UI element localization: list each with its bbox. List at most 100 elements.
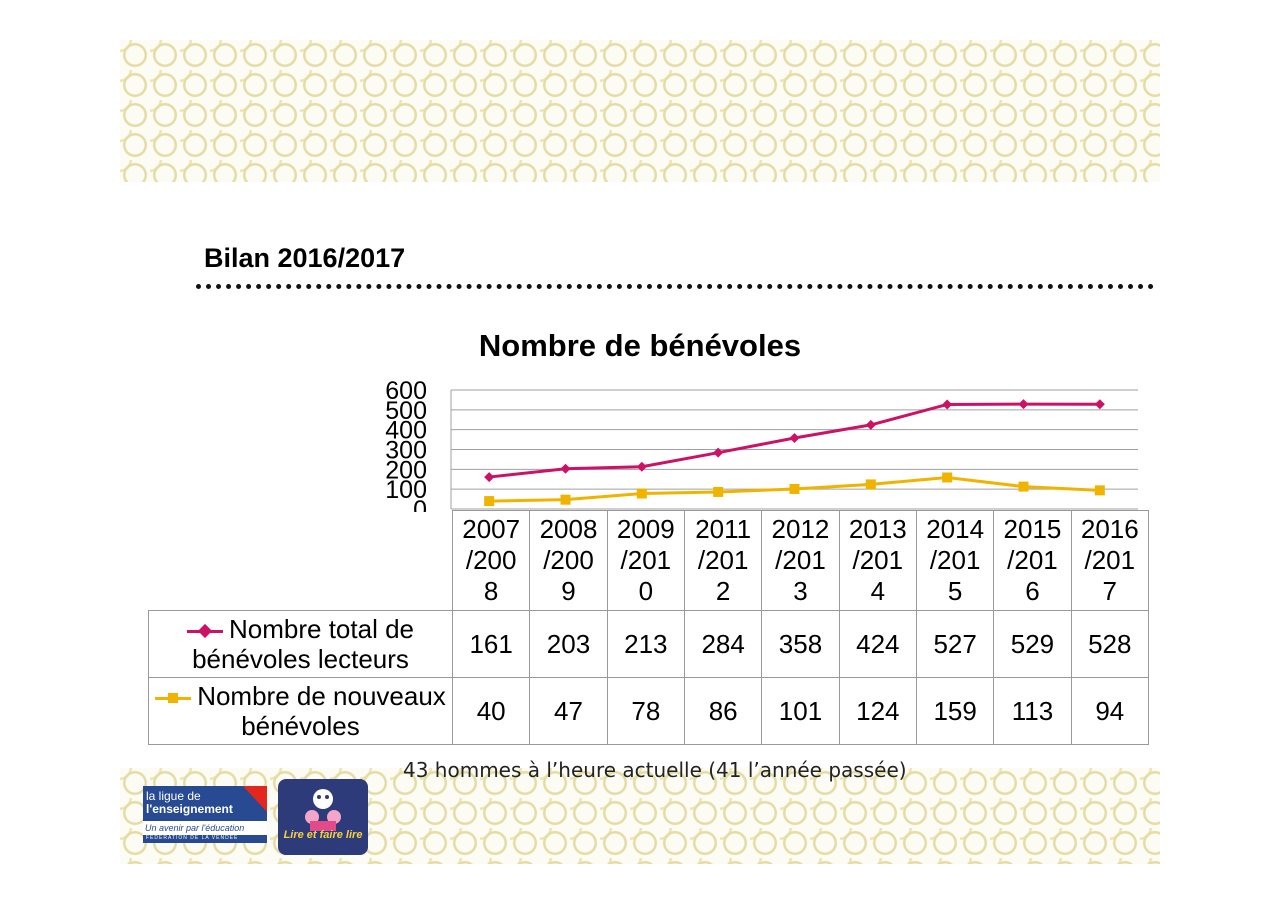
data-point [1094, 485, 1105, 496]
data-label: 528 [1070, 610, 1149, 678]
series-row: Nombre de nouveaux bénévoles 40 47 78 86 101 1… [148, 677, 1149, 745]
category-label-part: 9 [561, 576, 576, 606]
category-header: 2009/201 0 [606, 510, 685, 611]
data-label: 86 [683, 677, 763, 745]
data-label: 113 [993, 677, 1072, 745]
category-label-part: /201 [620, 545, 672, 575]
category-label-part: /200 [543, 545, 594, 575]
y-tick-label: 300 [385, 437, 427, 465]
category-header: 2012/201 3 [761, 510, 840, 611]
table-corner [149, 511, 453, 611]
category-header-row: 2007/200 8 2008/200 9 2009/201 0 2011/201 2 2012… [149, 510, 1149, 611]
category-label-part: 0 [638, 576, 654, 606]
logo-federation: FÉDÉRATION DE LA VENDÉE [146, 835, 239, 841]
data-label: 124 [838, 677, 917, 745]
square-marker-icon [155, 692, 192, 704]
data-label: 284 [683, 610, 763, 678]
data-point [1018, 481, 1029, 492]
data-point [1094, 399, 1105, 410]
category-header: 2016/201 7 [1070, 510, 1149, 611]
data-label: 78 [606, 677, 685, 745]
footnote: 43 hommes à l’heure actuelle (41 l’année… [403, 758, 907, 782]
category-label-part: 2013 [848, 514, 907, 544]
decorative-pattern-top [120, 40, 1160, 182]
logo-text: Lire et faire lire [283, 829, 363, 841]
category-label-part: 2007 [462, 514, 521, 544]
category-label-part: /201 [1084, 545, 1136, 575]
data-point [636, 461, 647, 472]
data-label: 358 [761, 610, 840, 678]
category-label-part: 4 [870, 576, 886, 606]
data-label: 161 [451, 610, 531, 678]
category-label-part: 8 [483, 576, 499, 606]
slide-title: Bilan 2016/2017 [204, 243, 406, 273]
category-header: 2013/201 4 [838, 510, 917, 611]
category-label-part: 2015 [1003, 514, 1062, 544]
flag-icon [243, 786, 267, 812]
category-label-part: 2008 [539, 514, 598, 544]
category-label-part: 2009 [616, 514, 675, 544]
category-label-part: 2014 [926, 514, 985, 544]
data-point [942, 399, 953, 410]
data-point [484, 496, 495, 507]
category-header: 2011/201 2 [683, 510, 763, 611]
category-label-part: /201 [775, 545, 826, 575]
data-point [865, 479, 876, 490]
data-point [560, 494, 571, 505]
series-row: Nombre total de bénévoles lecteurs 161 203… [148, 610, 1149, 678]
logo-line1: la ligue de [146, 789, 201, 803]
category-label-part: /201 [697, 545, 749, 575]
data-label: 159 [915, 677, 995, 745]
category-label-part: 2012 [771, 514, 830, 544]
category-label-part: 2011 [695, 514, 752, 544]
data-label: 527 [915, 610, 995, 678]
y-tick-label: 600 [385, 380, 427, 405]
data-point [789, 483, 800, 494]
data-point [942, 472, 953, 483]
legend-entry: Nombre total de bénévoles lecteurs [148, 610, 453, 678]
data-point [713, 486, 724, 497]
chart-series [484, 399, 1105, 507]
chart-title: Nombre de bénévoles [478, 328, 802, 363]
data-point [865, 419, 876, 430]
data-label: 47 [529, 677, 608, 745]
category-header: 2008/200 9 [529, 510, 608, 611]
category-label-part: /201 [929, 545, 981, 575]
readers-icon [305, 789, 341, 831]
diamond-marker-icon [187, 624, 223, 639]
category-label-part: 3 [793, 576, 808, 606]
data-label: 101 [761, 677, 840, 745]
ligue-enseignement-logo: la ligue de l'enseignement Un avenir par… [143, 786, 267, 843]
data-point [713, 447, 724, 458]
data-label: 94 [1070, 677, 1149, 745]
data-label: 213 [606, 610, 685, 678]
data-point [560, 463, 571, 474]
chart-data-table: 2007/200 8 2008/200 9 2009/201 0 2011/201 2 2012… [148, 510, 1149, 745]
category-header: 2014/201 5 [915, 510, 995, 611]
data-label: 424 [838, 610, 917, 678]
data-label: 203 [529, 610, 608, 678]
logo-tagline: Un avenir par l'éducation populaire [143, 821, 267, 843]
legend-entry: Nombre de nouveaux bénévoles [148, 677, 453, 745]
lire-et-faire-lire-logo: Lire et faire lire [278, 779, 368, 855]
y-tick-label: 200 [385, 456, 427, 484]
data-point [636, 488, 647, 499]
data-point [1018, 399, 1029, 410]
data-point [789, 432, 800, 443]
y-tick-label: 500 [385, 397, 427, 425]
category-label-part: 2 [715, 576, 731, 606]
data-point [484, 472, 495, 483]
y-tick-label: 400 [385, 417, 427, 445]
y-tick-label: 0 [413, 496, 427, 512]
category-header: 2007/200 8 [451, 510, 531, 611]
category-label-part: /200 [465, 545, 517, 575]
category-label-part: 5 [947, 576, 963, 606]
legend-label: Nombre de nouveaux bénévoles [197, 681, 446, 741]
y-tick-label: 100 [385, 476, 427, 504]
category-label-part: /201 [1007, 545, 1058, 575]
category-label-part: 6 [1025, 576, 1040, 606]
category-label-part: /201 [852, 545, 904, 575]
data-label: 529 [993, 610, 1072, 678]
